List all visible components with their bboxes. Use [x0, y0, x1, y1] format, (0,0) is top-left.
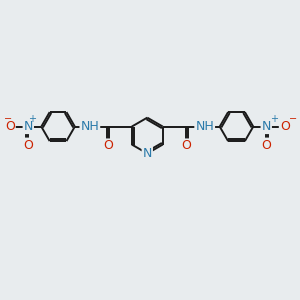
Text: N: N — [142, 147, 152, 160]
Text: O: O — [23, 139, 33, 152]
Text: N: N — [24, 120, 33, 133]
Text: +: + — [28, 114, 36, 124]
Text: +: + — [270, 114, 278, 124]
Text: O: O — [5, 120, 15, 133]
Text: NH: NH — [80, 120, 99, 133]
Text: O: O — [280, 120, 290, 133]
Text: O: O — [104, 140, 114, 152]
Text: O: O — [181, 140, 191, 152]
Text: −: − — [290, 114, 298, 124]
Text: O: O — [261, 139, 271, 152]
Text: −: − — [4, 114, 12, 124]
Text: N: N — [262, 120, 271, 133]
Text: NH: NH — [195, 120, 214, 133]
